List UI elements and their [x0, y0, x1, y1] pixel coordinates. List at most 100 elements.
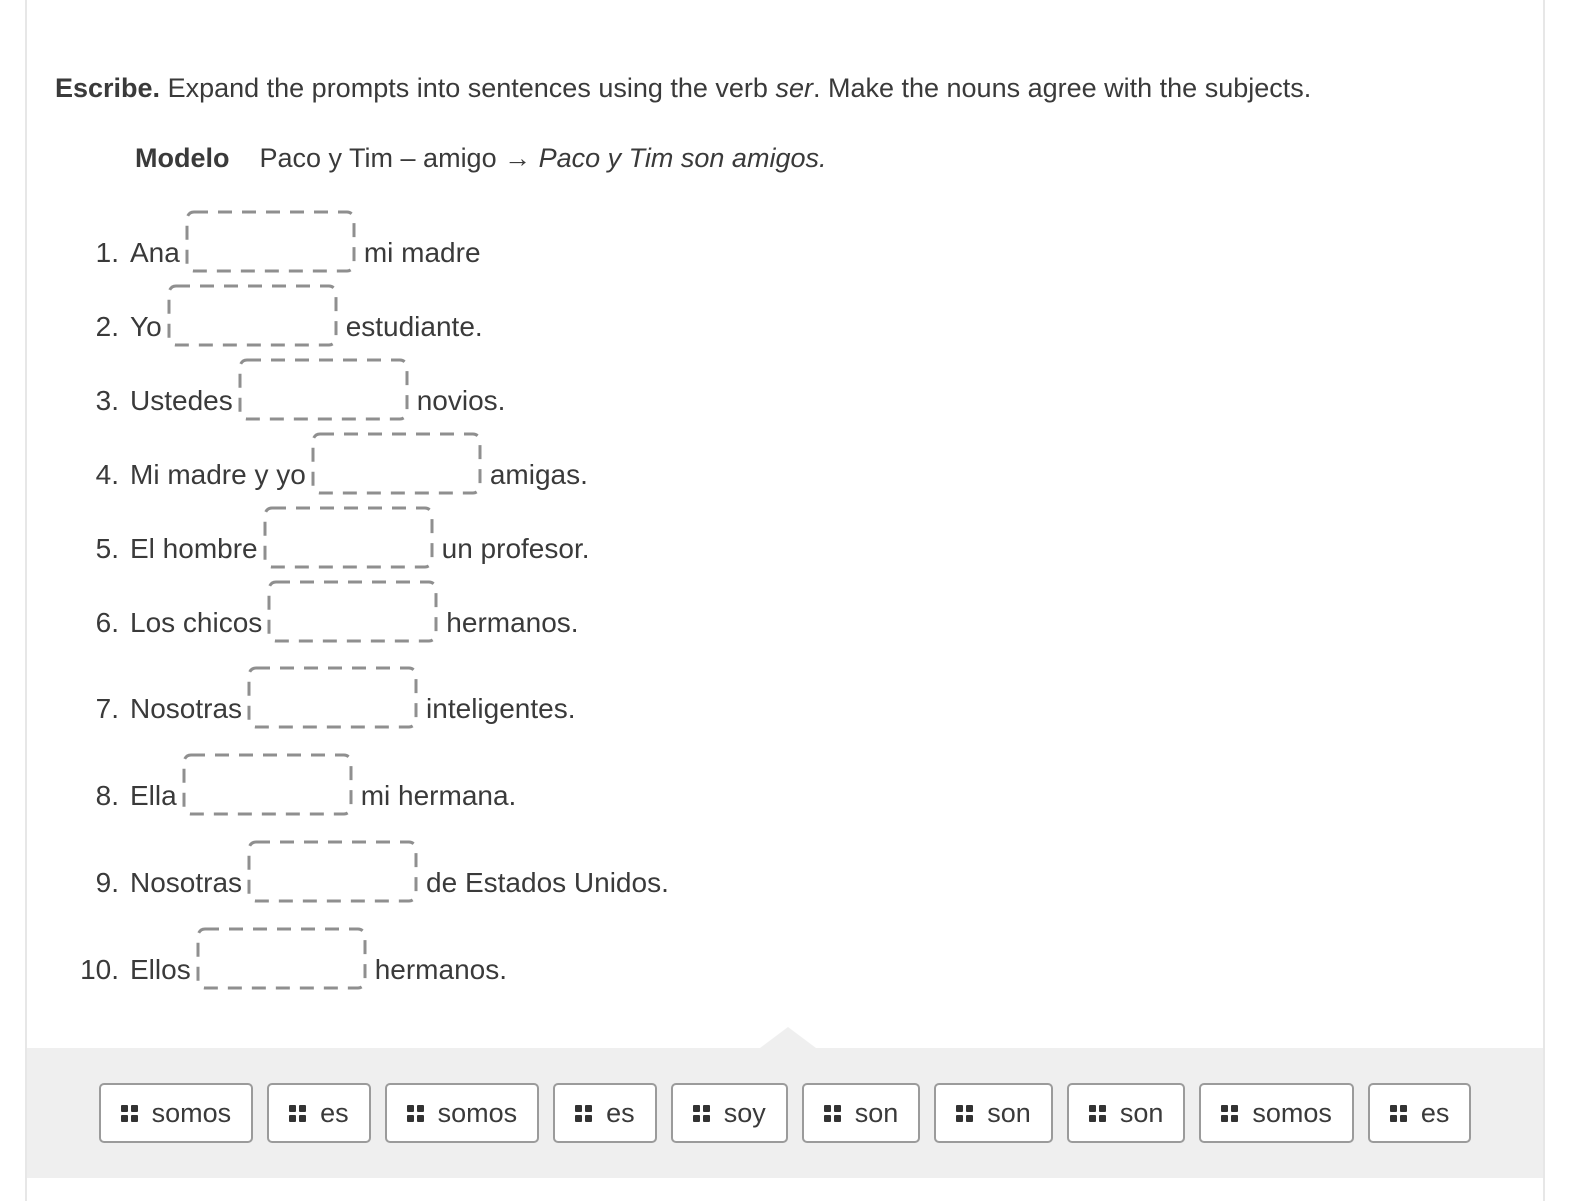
- dropzone-dashed-outline: [167, 284, 338, 347]
- word-token-label: son: [854, 1097, 899, 1128]
- answer-dropzone[interactable]: [238, 358, 409, 421]
- exercise-item: 1. Ana mi madre: [55, 210, 1515, 273]
- drag-handle-icon: [1389, 1104, 1407, 1122]
- answer-dropzone[interactable]: [185, 210, 356, 273]
- word-token-label: somos: [1252, 1097, 1332, 1128]
- dropzone-dashed-outline: [263, 506, 434, 569]
- dropzone-dashed-outline: [247, 840, 418, 903]
- item-after-text: de Estados Unidos.: [426, 866, 669, 898]
- drag-handle-icon: [406, 1104, 424, 1122]
- modelo-line: Modelo Paco y Tim – amigo → Paco y Tim so…: [135, 142, 1515, 174]
- dropzone-dashed-outline: [185, 210, 356, 273]
- item-subject: Ana: [130, 236, 180, 268]
- instructions-text-1: Expand the prompts into sentences using …: [160, 73, 776, 103]
- item-after-text: hermanos.: [374, 953, 507, 985]
- item-after-text: inteligentes.: [426, 692, 576, 724]
- answer-dropzone[interactable]: [247, 840, 418, 903]
- exercise-item: 8. Ella mi hermana.: [55, 753, 1515, 816]
- word-token-label: somos: [151, 1097, 232, 1128]
- drag-handle-icon: [289, 1104, 307, 1122]
- answer-dropzone[interactable]: [167, 284, 338, 347]
- item-after-text: un profesor.: [441, 532, 590, 564]
- item-after-text: mi hermana.: [360, 779, 517, 811]
- exercise-item: 7. Nosotras inteligentes.: [55, 666, 1515, 729]
- exercise-list: 1. Ana mi madre 2. Yo estudiante. 3. Ust…: [55, 210, 1515, 990]
- instructions: Escribe. Expand the prompts into sentenc…: [55, 72, 1515, 104]
- drag-handle-icon: [692, 1104, 710, 1122]
- item-subject: Nosotras: [130, 692, 243, 724]
- item-after-text: hermanos.: [446, 606, 579, 638]
- item-number: 9.: [95, 866, 119, 898]
- word-token[interactable]: somos: [384, 1083, 540, 1143]
- drag-handle-icon: [956, 1104, 974, 1122]
- word-token[interactable]: son: [801, 1083, 921, 1143]
- word-token-label: son: [987, 1097, 1031, 1128]
- word-bank-row: somos es somos es soy son son: [27, 1048, 1543, 1178]
- item-number: 2.: [95, 310, 119, 342]
- exercise-item: 2. Yo estudiante.: [55, 284, 1515, 347]
- item-after-text: mi madre: [363, 236, 481, 268]
- item-number: 4.: [95, 458, 119, 490]
- answer-dropzone[interactable]: [247, 666, 418, 729]
- word-token[interactable]: es: [553, 1083, 657, 1143]
- drag-handle-icon: [575, 1104, 593, 1122]
- answer-dropzone[interactable]: [182, 753, 353, 816]
- answer-dropzone[interactable]: [196, 927, 367, 990]
- word-token[interactable]: es: [267, 1083, 371, 1143]
- word-token-label: es: [1420, 1097, 1450, 1128]
- drag-handle-icon: [1221, 1104, 1239, 1122]
- dropzone-dashed-outline: [196, 927, 367, 990]
- item-number: 1.: [95, 236, 119, 268]
- drag-handle-icon: [120, 1104, 138, 1122]
- word-token-label: es: [606, 1097, 635, 1128]
- item-subject: Nosotras: [130, 866, 243, 898]
- modelo-answer: Paco y Tim son amigos.: [538, 143, 827, 173]
- word-token[interactable]: somos: [1199, 1083, 1354, 1143]
- drag-handle-icon: [1088, 1104, 1106, 1122]
- word-token[interactable]: es: [1367, 1083, 1472, 1143]
- item-subject: Ellos: [130, 953, 191, 985]
- item-number: 10.: [80, 953, 119, 985]
- exercise-item: 10. Ellos hermanos.: [55, 927, 1515, 990]
- drag-handle-icon: [823, 1104, 841, 1122]
- dropzone-dashed-outline: [238, 358, 409, 421]
- item-number: 5.: [95, 532, 119, 564]
- item-subject: Yo: [130, 310, 162, 342]
- dropzone-dashed-outline: [267, 580, 438, 643]
- item-subject: Los chicos: [130, 606, 263, 638]
- word-token-label: soy: [723, 1097, 766, 1128]
- dropzone-dashed-outline: [311, 432, 482, 495]
- word-token[interactable]: somos: [98, 1083, 254, 1143]
- item-subject: Ustedes: [130, 384, 233, 416]
- item-number: 7.: [95, 692, 119, 724]
- exercise-item: 5. El hombre un profesor.: [55, 506, 1515, 569]
- word-token-label: es: [320, 1097, 349, 1128]
- answer-dropzone[interactable]: [263, 506, 434, 569]
- word-token[interactable]: son: [1066, 1083, 1186, 1143]
- item-after-text: novios.: [416, 384, 506, 416]
- exercise-item: 3. Ustedes novios.: [55, 358, 1515, 421]
- dropzone-dashed-outline: [182, 753, 353, 816]
- word-bank-caret-icon: [760, 1027, 816, 1048]
- item-subject: Ella: [130, 779, 177, 811]
- item-number: 8.: [95, 779, 119, 811]
- word-token[interactable]: son: [934, 1083, 1053, 1143]
- answer-dropzone[interactable]: [267, 580, 438, 643]
- item-after-text: estudiante.: [345, 310, 483, 342]
- modelo-label: Modelo: [135, 143, 230, 173]
- item-number: 6.: [95, 606, 119, 638]
- exercise-item: 9. Nosotras de Estados Unidos.: [55, 840, 1515, 903]
- exercise-item: 4. Mi madre y yo amigas.: [55, 432, 1515, 495]
- word-token-label: son: [1119, 1097, 1164, 1128]
- word-token-label: somos: [437, 1097, 518, 1128]
- instructions-lead: Escribe.: [55, 73, 161, 103]
- item-number: 3.: [95, 384, 119, 416]
- dropzone-dashed-outline: [247, 666, 418, 729]
- item-subject: El hombre: [130, 532, 258, 564]
- word-token[interactable]: soy: [670, 1083, 788, 1143]
- answer-dropzone[interactable]: [311, 432, 482, 495]
- item-after-text: amigas.: [489, 458, 588, 490]
- instructions-verb: ser: [775, 73, 813, 103]
- item-subject: Mi madre y yo: [130, 458, 306, 490]
- exercise-item: 6. Los chicos hermanos.: [55, 580, 1515, 643]
